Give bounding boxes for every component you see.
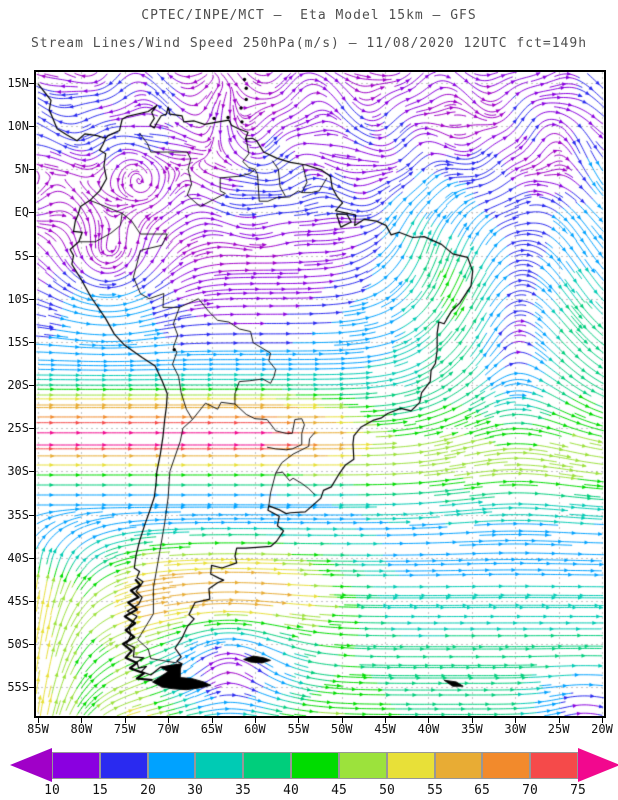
lon-tick: [602, 718, 603, 723]
lon-tick-label: 80W: [70, 722, 93, 736]
lon-tick: [124, 718, 126, 723]
colorbar-segment: [148, 752, 195, 779]
colorbar-tick-label: 30: [187, 783, 203, 798]
chart-subtitle: Stream Lines/Wind Speed 250hPa(m/s) – 11…: [30, 36, 588, 51]
lon-tick-label: 20W: [591, 722, 613, 736]
lon-tick-label: 30W: [504, 722, 527, 736]
colorbar-tick-label: 15: [92, 783, 108, 798]
chart-title: CPTEC/INPE/MCT – Eta Model 15km – GFS: [141, 8, 477, 23]
lat-tick: [29, 212, 34, 214]
lat-tick: [29, 600, 34, 602]
lon-tick: [428, 718, 430, 723]
lat-tick-label: 5N: [14, 162, 29, 177]
lat-tick: [29, 643, 34, 645]
colorbar-tick-label: 50: [379, 783, 395, 798]
lat-tick: [29, 126, 34, 128]
colorbar-segment: [530, 752, 578, 779]
colorbar-segment: [100, 752, 148, 779]
colorbar-segment: [339, 752, 387, 779]
lon-tick-label: 70W: [157, 722, 179, 736]
lat-tick: [29, 428, 34, 430]
colorbar-tick-label: 45: [331, 783, 347, 798]
lon-tick: [385, 718, 387, 723]
lon-tick: [515, 718, 517, 723]
colorbar-tick-label: 35: [235, 783, 251, 798]
colorbar-segment: [52, 752, 100, 779]
lat-tick: [29, 255, 34, 257]
lon-tick-label: 50W: [330, 722, 353, 736]
lat-tick-label: 50S: [7, 636, 29, 651]
lat-tick: [29, 169, 34, 171]
lon-tick: [211, 718, 213, 723]
lat-tick: [29, 83, 34, 84]
colorbar-left-arrow: [10, 748, 52, 782]
colorbar-tick-label: 20: [140, 783, 156, 798]
lat-tick-label: 10N: [7, 119, 29, 134]
lat-tick: [29, 514, 34, 516]
lon-tick-label: 55W: [287, 722, 310, 736]
lat-tick-label: 40S: [7, 550, 29, 565]
colorbar-segment: [195, 752, 243, 779]
colorbar-tick-label: 55: [427, 783, 443, 798]
colorbar-segment: [387, 752, 435, 779]
colorbar-tick-label: 40: [283, 783, 299, 798]
colorbar-segment: [435, 752, 482, 779]
lat-tick: [29, 298, 34, 300]
lon-tick: [254, 718, 256, 723]
colorbar-tick-label: 65: [474, 783, 490, 798]
lat-tick: [29, 341, 34, 343]
lat-tick-label: 5S: [14, 248, 29, 263]
lat-tick-label: 30S: [7, 464, 29, 479]
lon-tick: [81, 718, 83, 723]
colorbar-tick-label: 10: [44, 783, 60, 798]
lon-tick: [471, 718, 473, 723]
colorbar-segment: [291, 752, 339, 779]
lon-tick: [341, 718, 343, 723]
lon-tick-label: 25W: [547, 722, 570, 736]
lat-tick-label: 15S: [7, 334, 29, 349]
colorbar-tick-label: 70: [522, 783, 538, 798]
lon-tick: [38, 718, 39, 723]
lat-tick-label: 10S: [7, 291, 29, 306]
lat-tick-label: 55S: [7, 680, 29, 695]
lat-tick-label: 15N: [7, 76, 29, 90]
lon-tick-label: 35W: [461, 722, 483, 736]
lat-tick: [29, 385, 34, 387]
lon-tick-label: 60W: [244, 722, 266, 736]
lat-tick: [29, 471, 34, 473]
lon-tick-label: 45W: [374, 722, 396, 736]
lon-tick: [558, 718, 560, 723]
lon-tick: [168, 718, 170, 723]
lat-tick: [29, 687, 34, 689]
lat-tick-label: 35S: [7, 507, 29, 522]
colorbar-segment: [482, 752, 530, 779]
map-frame: [34, 70, 606, 718]
lon-tick: [298, 718, 300, 723]
lat-tick-label: 45S: [7, 593, 29, 608]
lon-tick-label: 85W: [27, 722, 49, 736]
lat-tick-label: 25S: [7, 421, 29, 436]
colorbar-segment: [243, 752, 291, 779]
colorbar-tick-label: 75: [570, 783, 586, 798]
colorbar-right-arrow: [578, 748, 618, 782]
streamline-map-canvas: [36, 72, 604, 716]
lat-tick-label: 20S: [7, 378, 29, 393]
lat-tick: [29, 557, 34, 559]
lon-tick-label: 65W: [200, 722, 223, 736]
lat-tick-label: EQ: [14, 205, 29, 220]
lon-tick-label: 40W: [417, 722, 440, 736]
lon-tick-label: 75W: [113, 722, 136, 736]
